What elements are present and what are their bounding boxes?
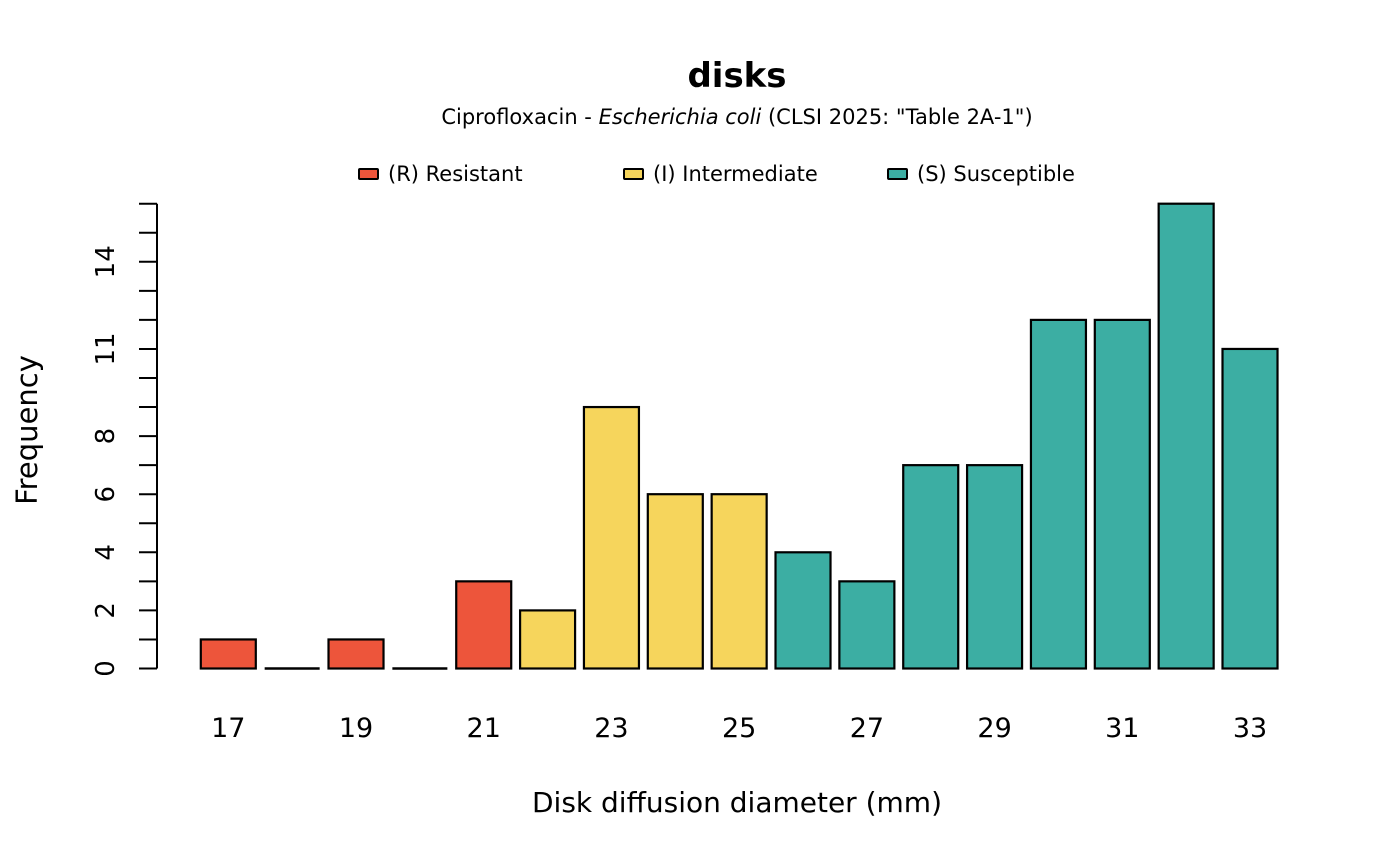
x-tick-label: 29 bbox=[977, 713, 1011, 744]
bar-32 bbox=[1157, 202, 1215, 670]
bar-33 bbox=[1221, 347, 1279, 670]
bar-23 bbox=[582, 405, 641, 670]
legend-item-intermediate: (I) Intermediate bbox=[623, 160, 818, 188]
chart-title: disks bbox=[687, 56, 787, 96]
bar-17 bbox=[199, 638, 257, 670]
legend-label-intermediate: (I) Intermediate bbox=[653, 162, 818, 186]
bar-24 bbox=[646, 493, 704, 670]
subtitle-organism: Escherichia coli bbox=[598, 105, 762, 129]
legend-label-resistant: (R) Resistant bbox=[388, 162, 523, 186]
x-tick-label: 17 bbox=[211, 713, 245, 744]
bar-26 bbox=[774, 551, 832, 670]
legend-swatch-resistant-icon bbox=[358, 168, 379, 180]
y-tick-label: 0 bbox=[91, 660, 121, 677]
x-tick-label: 31 bbox=[1105, 713, 1139, 744]
legend-swatch-susceptible-icon bbox=[887, 168, 908, 180]
legend-swatch-intermediate-icon bbox=[623, 168, 644, 180]
x-tick-label: 21 bbox=[467, 713, 501, 744]
bar-30 bbox=[1029, 318, 1088, 670]
subtitle-antibiotic: Ciprofloxacin - bbox=[441, 105, 599, 129]
bar-31 bbox=[1093, 318, 1151, 670]
x-tick-label: 33 bbox=[1233, 713, 1267, 744]
y-tick-label: 11 bbox=[91, 332, 121, 365]
bar-21 bbox=[455, 580, 513, 670]
x-tick-label: 23 bbox=[594, 713, 628, 744]
y-tick-label: 4 bbox=[91, 544, 121, 561]
legend-item-susceptible: (S) Susceptible bbox=[887, 160, 1075, 188]
bar-28 bbox=[902, 464, 960, 670]
bar-22 bbox=[518, 609, 577, 670]
legend-item-resistant: (R) Resistant bbox=[358, 160, 523, 188]
legend-label-susceptible: (S) Susceptible bbox=[917, 162, 1075, 186]
x-axis-title: Disk diffusion diameter (mm) bbox=[531, 786, 942, 819]
bar-19 bbox=[327, 638, 385, 670]
x-tick-label: 25 bbox=[722, 713, 756, 744]
bar-25 bbox=[710, 493, 768, 670]
x-tick-label: 19 bbox=[339, 713, 373, 744]
y-tick-label: 8 bbox=[91, 428, 121, 445]
y-tick-label: 6 bbox=[91, 486, 121, 503]
bar-27 bbox=[838, 580, 896, 670]
chart-subtitle: Ciprofloxacin - Escherichia coli (CLSI 2… bbox=[74, 104, 1400, 130]
subtitle-guideline: (CLSI 2025: "Table 2A-1") bbox=[761, 105, 1033, 129]
y-tick-label: 2 bbox=[91, 602, 121, 619]
y-tick-label: 14 bbox=[91, 245, 121, 278]
bar-29 bbox=[965, 464, 1024, 670]
x-tick-label: 27 bbox=[850, 713, 884, 744]
